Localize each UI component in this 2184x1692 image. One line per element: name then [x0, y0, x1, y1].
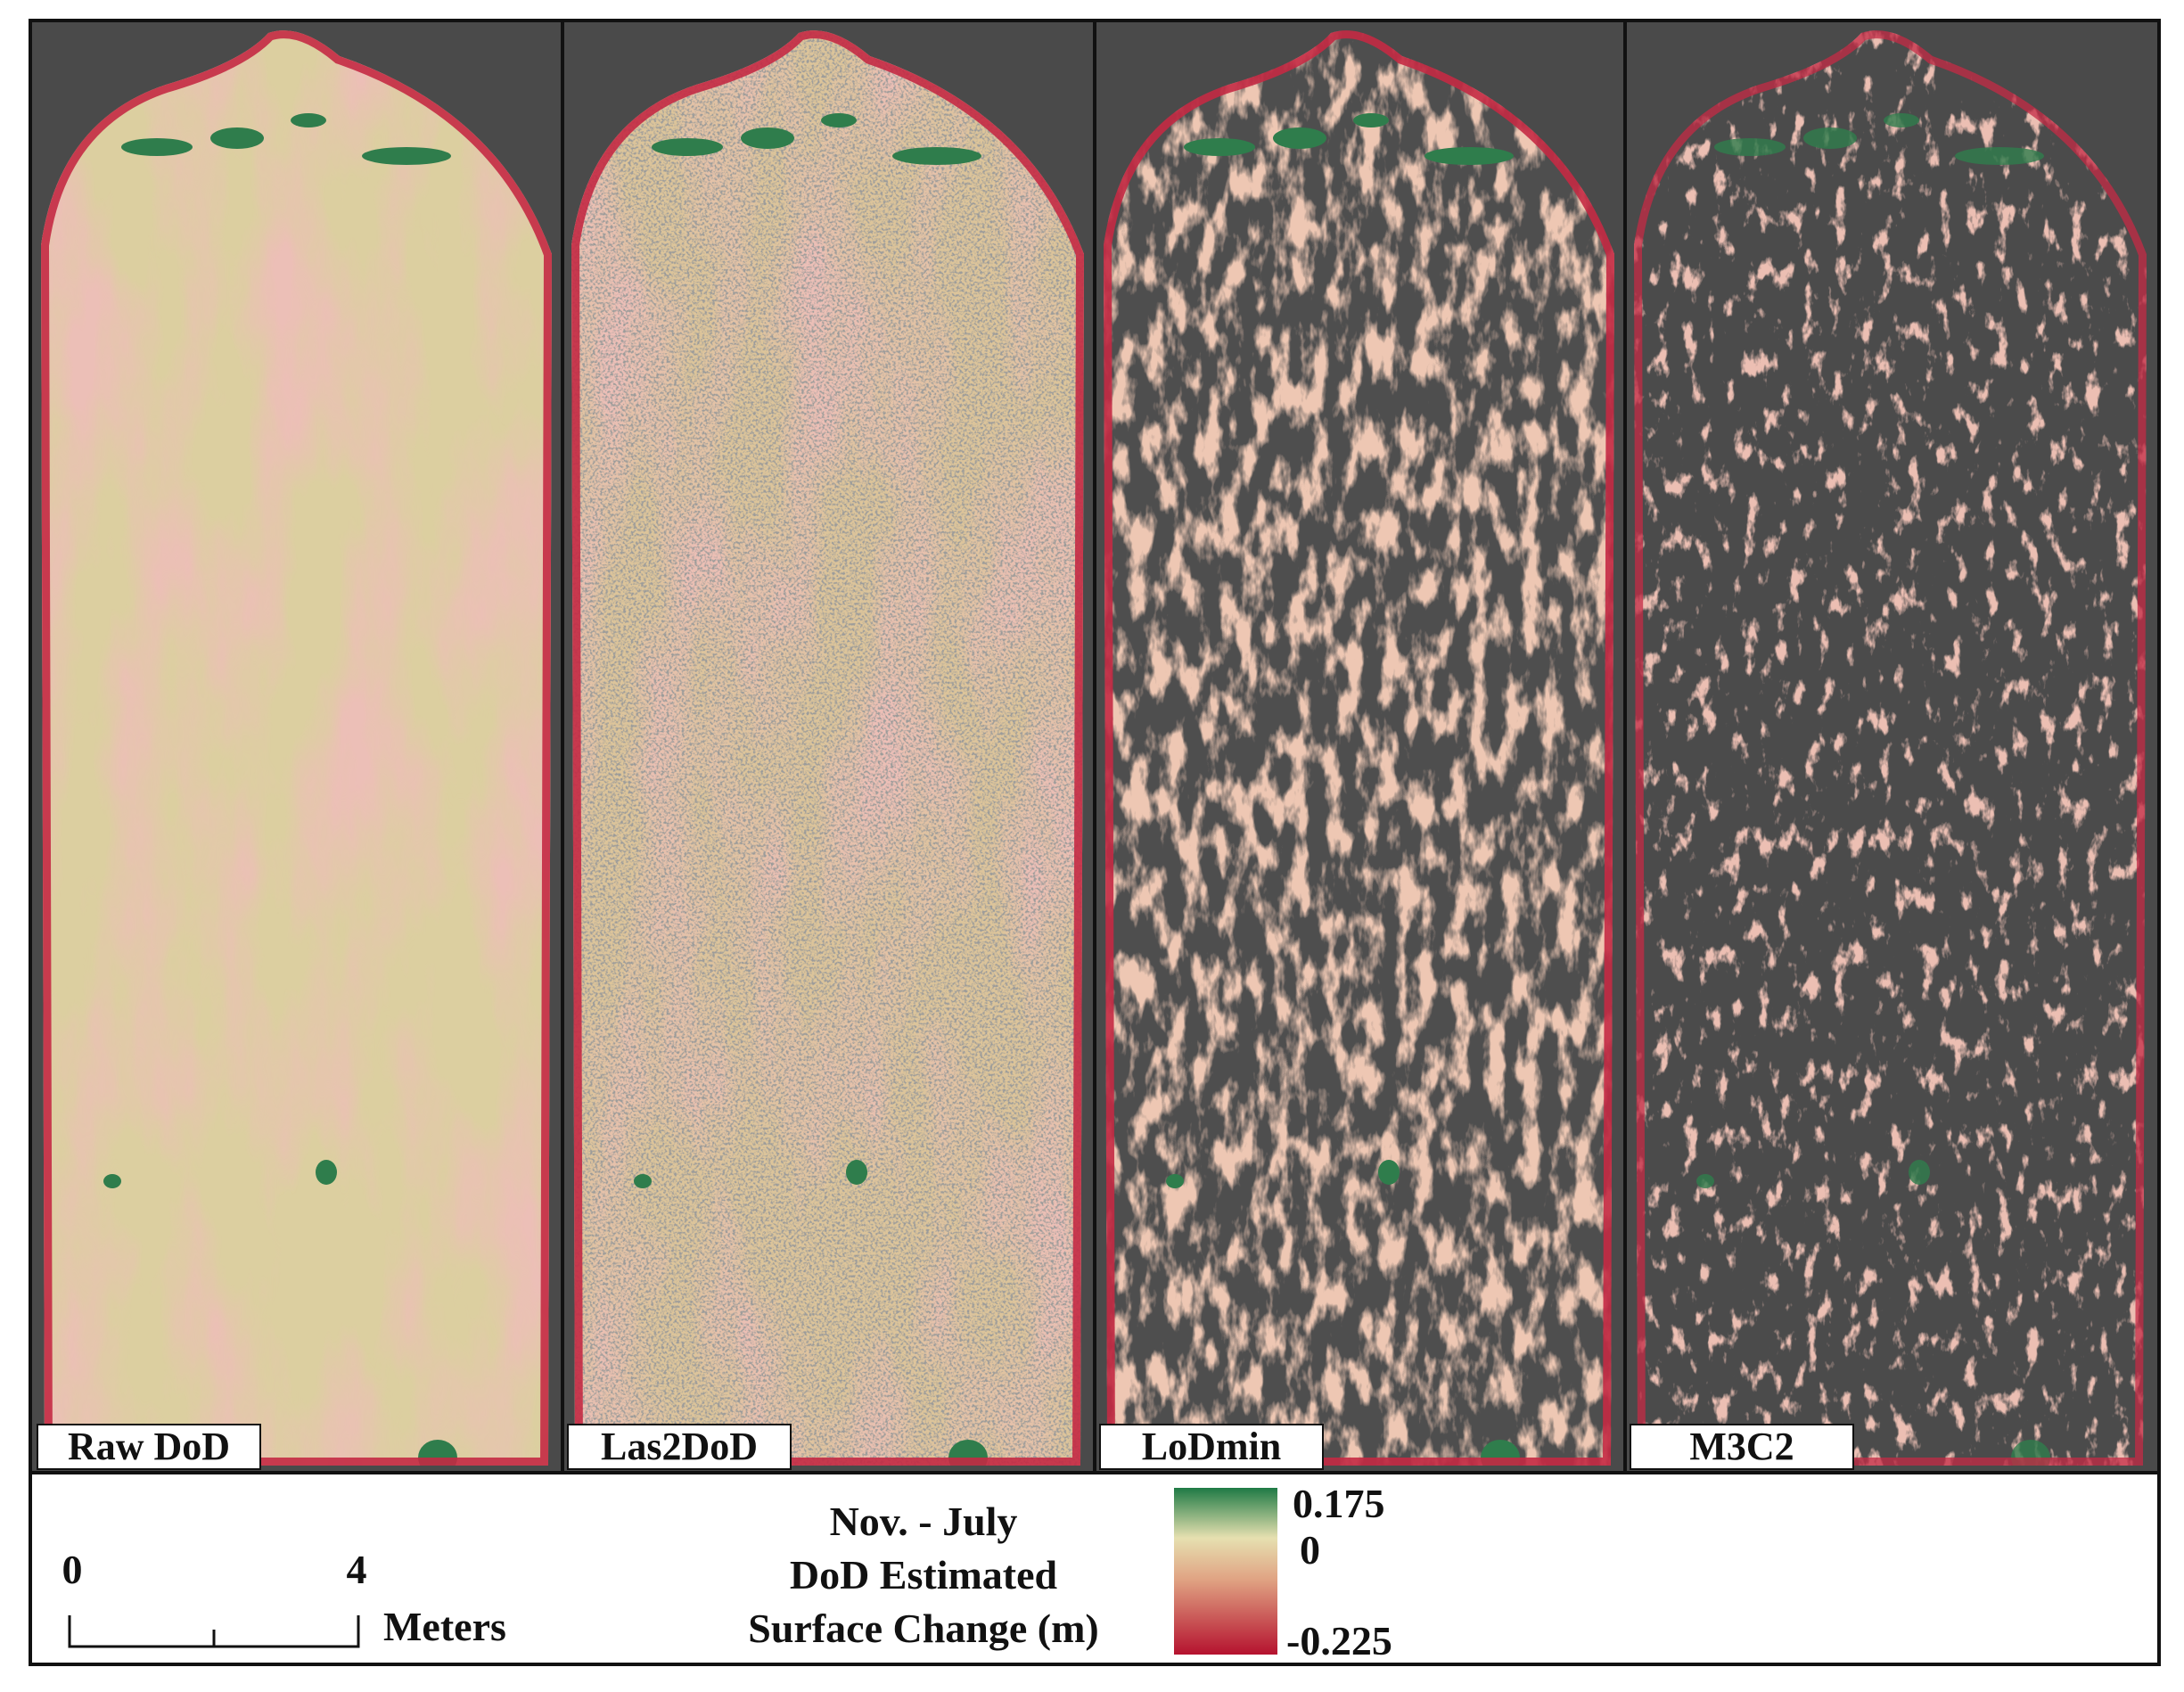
accretion-spot	[1955, 147, 2044, 165]
field-edge	[41, 30, 552, 1466]
legend-title: Surface Change (m)	[748, 1606, 1099, 1651]
panels: Raw DoD Las2DoD LoDmin M3C2	[32, 22, 2157, 1471]
legend-mid: 0	[1300, 1527, 1320, 1573]
scale-unit: Meters	[383, 1604, 506, 1649]
panel-label-box	[37, 1424, 261, 1470]
change-texture	[571, 30, 1084, 1466]
accretion-spot	[1184, 138, 1255, 156]
accretion-spot	[1273, 127, 1326, 149]
field	[1104, 30, 1614, 1466]
accretion-spot	[892, 147, 981, 165]
legend-min: -0.225	[1286, 1618, 1392, 1663]
map-panel: LoDmin	[1093, 22, 1625, 1471]
accretion-spot	[1425, 147, 1514, 165]
map-panel: Las2DoD	[561, 22, 1095, 1471]
legend-title: DoD Estimated	[790, 1552, 1058, 1598]
accretion-spot	[821, 113, 857, 127]
field-edge	[571, 30, 1084, 1466]
accretion-spot	[1353, 113, 1389, 127]
accretion-spot	[316, 1160, 337, 1185]
accretion-spot	[846, 1160, 867, 1185]
accretion-spot	[362, 147, 451, 165]
accretion-spot	[210, 127, 264, 149]
accretion-spot	[652, 138, 723, 156]
panel-label: LoDmin	[1142, 1425, 1281, 1468]
map-panel: Raw DoD	[32, 22, 562, 1471]
field	[41, 30, 552, 1466]
accretion-spot	[1909, 1160, 1930, 1185]
legend: Nov. - July DoD Estimated Surface Change…	[748, 1481, 1392, 1663]
accretion-spot	[291, 113, 326, 127]
panel-label-box	[1099, 1424, 1324, 1470]
scale-start: 0	[62, 1547, 83, 1592]
field-edge	[1104, 30, 1614, 1466]
accretion-spot	[1166, 1174, 1184, 1188]
color-bar	[1174, 1488, 1277, 1655]
accretion-spot	[1884, 113, 1919, 127]
accretion-spot	[121, 138, 193, 156]
change-texture	[1634, 30, 2147, 1466]
accretion-spot	[1714, 138, 1786, 156]
field	[1634, 30, 2147, 1466]
accretion-spot	[103, 1174, 121, 1188]
scale-line	[68, 1615, 360, 1648]
field	[571, 30, 1084, 1466]
panel-label: Las2DoD	[601, 1425, 758, 1468]
field-edge	[1634, 30, 2147, 1466]
accretion-spot	[1696, 1174, 1714, 1188]
panel-label: M3C2	[1689, 1425, 1794, 1468]
accretion-spot	[741, 127, 794, 149]
legend-title: Nov. - July	[830, 1499, 1018, 1544]
panel-label-box	[1630, 1424, 1854, 1470]
panel-label-box	[567, 1424, 792, 1470]
scale-end: 4	[347, 1547, 367, 1592]
accretion-spot	[1803, 127, 1857, 149]
accretion-spot	[1378, 1160, 1400, 1185]
change-texture	[1104, 30, 1614, 1466]
change-texture	[41, 30, 552, 1466]
accretion-spot	[634, 1174, 652, 1188]
panel-label: Raw DoD	[68, 1425, 230, 1468]
scale-bar: 0 4 Meters	[62, 1547, 506, 1649]
legend-max: 0.175	[1293, 1481, 1385, 1526]
map-panel: M3C2	[1623, 22, 2157, 1471]
